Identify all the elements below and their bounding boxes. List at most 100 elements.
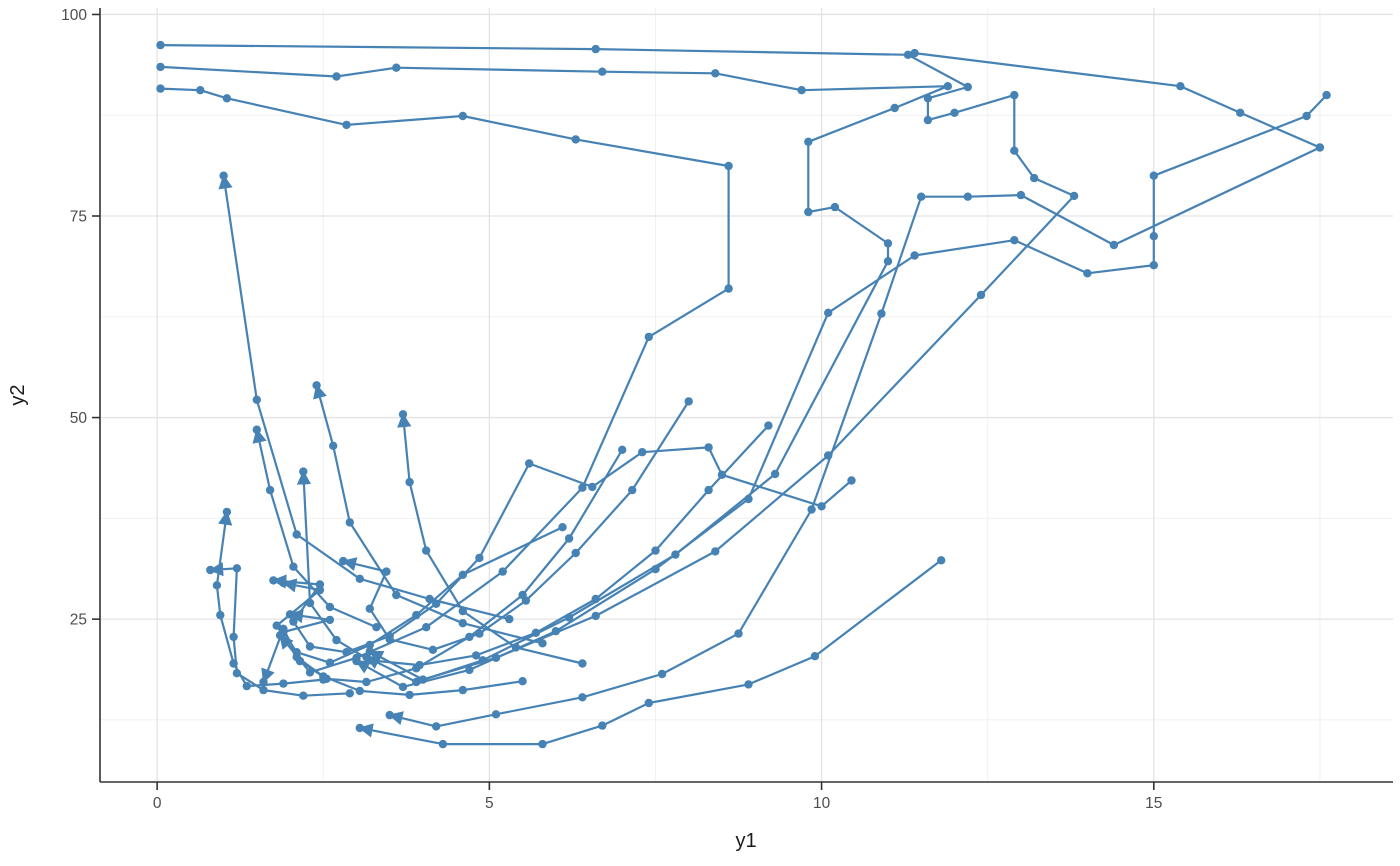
data-point — [289, 562, 298, 571]
data-point — [824, 451, 833, 460]
data-point — [963, 82, 972, 92]
data-point — [229, 659, 238, 668]
data-point — [412, 610, 421, 620]
data-point — [252, 395, 261, 404]
data-point — [458, 111, 467, 121]
data-point — [385, 710, 394, 720]
data-point — [475, 629, 484, 638]
data-point — [355, 574, 364, 583]
data-point — [1315, 143, 1325, 152]
data-point — [398, 410, 408, 419]
trajectory-path — [341, 400, 690, 651]
data-point — [598, 67, 607, 76]
data-point — [216, 610, 225, 620]
data-point — [259, 677, 268, 687]
data-point — [923, 94, 933, 103]
data-point — [206, 565, 215, 575]
data-point — [847, 476, 856, 485]
data-point — [651, 546, 660, 555]
data-point — [571, 135, 580, 144]
data-point — [651, 565, 660, 574]
data-point — [458, 685, 467, 695]
data-point — [578, 659, 587, 668]
data-point — [588, 482, 597, 492]
data-point — [329, 441, 338, 450]
x-axis-title: y1 — [735, 830, 756, 852]
data-point — [471, 651, 481, 660]
data-point — [1109, 240, 1119, 250]
data-point — [717, 470, 727, 479]
data-point — [804, 207, 813, 217]
data-point — [362, 677, 371, 687]
data-point — [422, 546, 431, 555]
data-point — [412, 664, 421, 673]
data-point — [628, 485, 637, 495]
data-point — [883, 239, 893, 248]
tick-labels-group: 0 5 10 15 25 50 75 100 — [61, 7, 1162, 812]
y-tick-label: 75 — [70, 209, 87, 226]
data-point — [724, 284, 733, 293]
data-point — [272, 621, 281, 630]
trajectory-path — [313, 383, 544, 645]
data-point — [943, 82, 952, 91]
data-point — [657, 669, 667, 679]
data-point — [405, 690, 414, 700]
data-point — [963, 192, 972, 201]
data-point — [242, 681, 251, 691]
data-point — [289, 617, 298, 626]
data-point — [1083, 269, 1092, 278]
data-point — [704, 485, 713, 495]
data-point — [465, 632, 474, 642]
data-point — [525, 459, 534, 468]
data-point — [644, 332, 653, 342]
data-point — [505, 614, 514, 624]
data-point — [711, 547, 720, 556]
data-point — [265, 485, 275, 495]
data-point — [465, 665, 474, 675]
data-point — [315, 585, 325, 595]
data-point — [824, 308, 833, 317]
data-point — [352, 656, 361, 666]
data-point — [1010, 146, 1019, 155]
data-point — [704, 443, 713, 452]
trajectory-path — [218, 174, 511, 621]
data-point — [295, 656, 305, 666]
data-point — [458, 619, 467, 628]
data-point — [1030, 173, 1039, 183]
data-point — [491, 653, 501, 662]
data-point — [332, 635, 341, 645]
data-point — [578, 483, 587, 492]
data-point — [770, 469, 780, 479]
data-point — [734, 629, 743, 638]
data-point — [564, 534, 574, 543]
data-point — [279, 679, 288, 688]
data-point — [883, 257, 893, 266]
data-point — [156, 84, 165, 93]
data-point — [428, 645, 438, 654]
data-point — [392, 590, 401, 600]
data-point — [385, 635, 394, 644]
data-point — [305, 642, 315, 651]
data-point — [1016, 190, 1026, 200]
data-point — [724, 161, 733, 171]
data-point — [325, 658, 335, 667]
trajectory-path — [159, 87, 730, 674]
data-point — [285, 610, 295, 619]
data-point — [551, 627, 560, 636]
data-point — [156, 40, 165, 50]
data-point — [538, 739, 547, 749]
data-point — [458, 606, 467, 616]
axes-group — [92, 8, 1393, 790]
data-point — [903, 50, 913, 59]
x-tick-label: 10 — [813, 795, 831, 812]
data-point — [571, 548, 580, 558]
data-point — [578, 693, 587, 702]
data-point — [322, 674, 331, 683]
data-point — [382, 567, 391, 576]
data-point — [292, 530, 301, 539]
data-point — [325, 615, 335, 625]
data-point — [923, 115, 933, 125]
data-point — [521, 596, 531, 605]
x-tick-label: 5 — [485, 795, 494, 812]
data-point — [212, 581, 222, 590]
